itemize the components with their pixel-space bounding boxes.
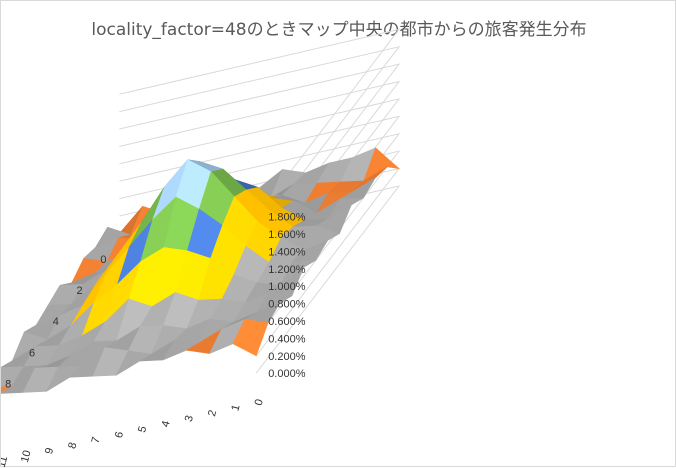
z-axis-labels: 0.000% 0.200% 0.400% 0.600% 0.800% 1.000% 1.20… <box>268 212 306 381</box>
x-tick-label: 2 <box>206 409 219 418</box>
x-tick-label: 9 <box>43 447 56 456</box>
x-tick-label: 11 <box>1 455 10 468</box>
x-axis-labels: 0123456789101112 <box>1 398 266 468</box>
z-tick-label: 1.400% <box>268 246 306 258</box>
x-tick-label: 0 <box>253 398 266 407</box>
z-tick-label: 1.600% <box>268 229 306 241</box>
x-tick-label: 5 <box>136 425 149 434</box>
x-tick-label: 3 <box>183 414 196 423</box>
y-tick-label: 2 <box>77 285 83 297</box>
z-tick-label: 0.000% <box>268 368 306 380</box>
gridline-9 <box>119 28 401 217</box>
x-tick-label: 6 <box>113 430 126 439</box>
x-tick-label: 7 <box>90 436 103 445</box>
z-tick-label: 1.200% <box>268 264 306 276</box>
z-tick-label: 1.000% <box>268 281 306 293</box>
y-tick-label: 4 <box>53 316 59 328</box>
surface <box>1 147 400 394</box>
y-tick-label: 8 <box>5 379 11 391</box>
x-tick-label: 4 <box>160 420 173 429</box>
z-tick-label: 0.800% <box>268 299 306 311</box>
z-tick-label: 0.200% <box>268 351 306 363</box>
x-tick-label: 1 <box>229 403 242 412</box>
chart-title: locality_factor=48のときマップ中央の都市からの旅客発生分布 <box>91 20 587 40</box>
x-tick-label: 10 <box>19 449 34 464</box>
y-tick-label: 6 <box>29 347 35 359</box>
z-tick-label: 0.600% <box>268 316 306 328</box>
z-tick-label: 1.800% <box>268 212 306 224</box>
y-tick-label: 0 <box>100 254 106 266</box>
z-tick-label: 0.400% <box>268 333 306 345</box>
x-tick-label: 8 <box>66 441 79 450</box>
y-axis-labels: 024681012 <box>5 254 106 391</box>
surface-cell <box>232 319 269 357</box>
gridline-8 <box>119 45 401 235</box>
